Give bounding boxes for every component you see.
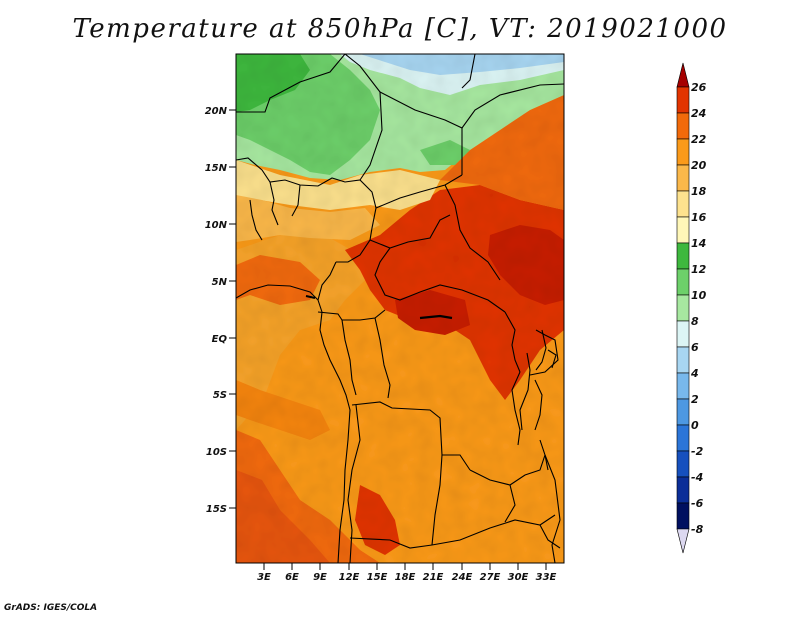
lat-label-eq: EQ <box>212 334 228 345</box>
colorbar-swatch <box>676 242 690 270</box>
lat-label-5s: 5S <box>213 390 227 401</box>
map-frame <box>235 53 565 564</box>
colorbar-swatch <box>676 112 690 140</box>
colorbar-label-minus2: -2 <box>691 445 704 458</box>
country-borders <box>236 54 564 563</box>
colorbar-swatch <box>676 450 690 478</box>
colorbar-swatch <box>676 346 690 374</box>
lon-label-9e: 9E <box>313 572 327 583</box>
colorbar-label-16: 16 <box>691 211 707 224</box>
lon-label-33e: 33E <box>536 572 557 583</box>
temperature-field <box>236 54 564 563</box>
longitude-axis: 3E 6E 9E 12E 15E 18E 21E 24E 27E 30E 33E <box>257 563 557 583</box>
colorbar-labels: 26 24 22 20 18 16 14 12 10 8 6 4 2 0 -2 … <box>690 81 707 536</box>
colorbar-swatch <box>676 320 690 348</box>
lat-label-15s: 15S <box>206 504 227 515</box>
map-title: Temperature at 850hPa [C], VT: 201902100… <box>72 14 728 44</box>
colorbar-swatch <box>676 294 690 322</box>
lat-label-10s: 10S <box>206 447 227 458</box>
colorbar-label-minus6: -6 <box>691 497 704 510</box>
colorbar-label-12: 12 <box>691 263 707 276</box>
colorbar-swatch <box>676 476 690 504</box>
colorbar-label-20: 20 <box>691 159 707 172</box>
colorbar-label-18: 18 <box>691 185 707 198</box>
colorbar-swatch <box>676 138 690 166</box>
latitude-axis: 20N 15N 10N 5N EQ 5S 10S 15S <box>205 106 236 515</box>
colorbar-swatch <box>676 372 690 400</box>
lon-label-3e: 3E <box>257 572 271 583</box>
lat-label-5n: 5N <box>212 277 228 288</box>
colorbar-swatch <box>676 268 690 296</box>
colorbar-label-minus4: -4 <box>691 471 703 484</box>
colorbar-swatch <box>676 62 690 88</box>
lon-label-18e: 18E <box>395 572 416 583</box>
colorbar-label-0: 0 <box>691 419 699 432</box>
colorbar-swatch <box>676 190 690 218</box>
lon-label-21e: 21E <box>423 572 444 583</box>
lon-label-6e: 6E <box>285 572 299 583</box>
lat-label-10n: 10N <box>205 220 228 231</box>
colorbar-swatch <box>676 86 690 114</box>
lat-label-15n: 15N <box>205 163 228 174</box>
colorbar-label-2: 2 <box>691 393 699 406</box>
lon-label-12e: 12E <box>339 572 360 583</box>
colorbar: 26 24 22 20 18 16 14 12 10 8 6 4 2 0 -2 … <box>676 62 707 554</box>
colorbar-swatch <box>676 502 690 530</box>
colorbar-label-8: 8 <box>691 315 699 328</box>
lon-label-15e: 15E <box>367 572 388 583</box>
colorbar-swatch <box>676 164 690 192</box>
lon-label-30e: 30E <box>508 572 529 583</box>
colorbar-swatch <box>676 528 690 554</box>
colorbar-swatch <box>676 398 690 426</box>
colorbar-label-22: 22 <box>691 133 707 146</box>
lon-label-27e: 27E <box>480 572 501 583</box>
colorbar-swatches <box>676 62 690 554</box>
colorbar-label-6: 6 <box>691 341 699 354</box>
colorbar-label-26: 26 <box>691 81 707 94</box>
colorbar-label-4: 4 <box>690 367 699 380</box>
colorbar-label-minus8: -8 <box>691 523 704 536</box>
colorbar-label-24: 24 <box>691 107 706 120</box>
lon-label-24e: 24E <box>452 572 473 583</box>
colorbar-label-14: 14 <box>691 237 706 250</box>
lat-label-20n: 20N <box>205 106 228 117</box>
colorbar-label-10: 10 <box>691 289 707 302</box>
colorbar-swatch <box>676 424 690 452</box>
colorbar-swatch <box>676 216 690 244</box>
grads-credit: GrADS: IGES/COLA <box>4 603 98 613</box>
